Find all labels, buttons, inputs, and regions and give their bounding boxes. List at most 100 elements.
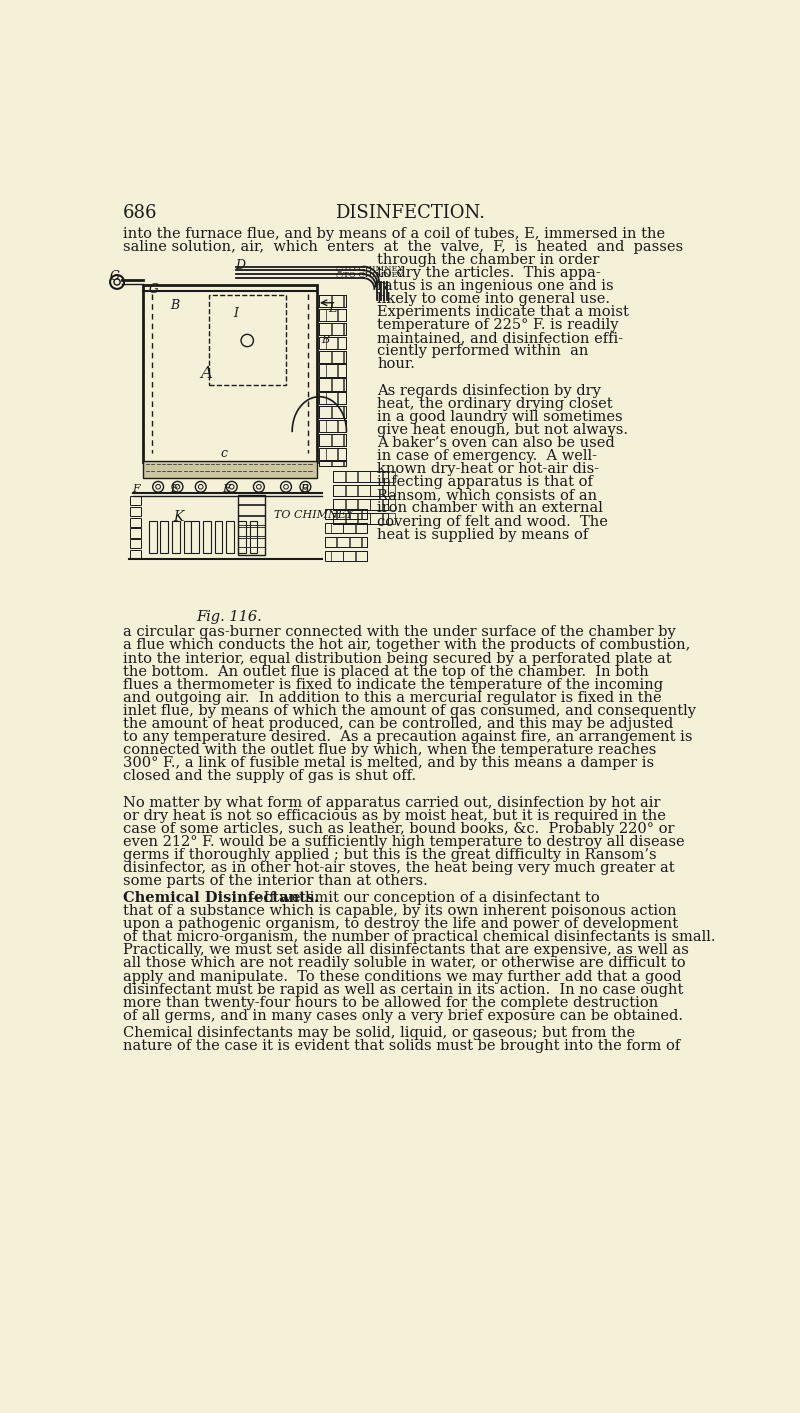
Bar <box>338 365 346 377</box>
Bar <box>130 517 141 527</box>
Bar <box>344 295 346 308</box>
Bar <box>130 528 141 537</box>
Bar <box>238 520 246 552</box>
Bar <box>319 295 331 308</box>
Text: 686: 686 <box>123 205 158 222</box>
Bar <box>325 537 367 547</box>
Text: through the chamber in order: through the chamber in order <box>378 253 600 267</box>
Text: A: A <box>201 365 213 382</box>
Bar <box>319 406 331 418</box>
Bar <box>319 379 346 390</box>
Bar <box>331 551 342 561</box>
Bar <box>319 406 346 418</box>
Bar <box>319 391 346 404</box>
Bar <box>332 379 343 390</box>
Bar <box>130 496 141 506</box>
Bar <box>346 513 358 524</box>
Bar <box>319 448 346 459</box>
Text: Ransom, which consists of an: Ransom, which consists of an <box>378 489 598 503</box>
Text: case of some articles, such as leather, bound books, &c.  Probably 220° or: case of some articles, such as leather, … <box>123 822 674 835</box>
Bar <box>346 499 358 510</box>
Text: ○TO CHIMNEY: ○TO CHIMNEY <box>336 271 404 280</box>
Bar <box>149 520 157 552</box>
Bar <box>332 350 343 363</box>
Bar <box>319 322 346 335</box>
Bar <box>319 420 346 432</box>
Bar <box>334 485 387 496</box>
Text: B: B <box>170 300 179 312</box>
Bar <box>332 322 343 335</box>
Bar <box>383 513 394 524</box>
Bar <box>362 537 367 547</box>
Text: closed and the supply of gas is shut off.: closed and the supply of gas is shut off… <box>123 770 416 783</box>
Text: some parts of the interior than at others.: some parts of the interior than at other… <box>123 875 428 889</box>
Bar <box>334 513 387 524</box>
Text: covering of felt and wood.  The: covering of felt and wood. The <box>378 514 608 528</box>
Text: in a good laundry will sometimes: in a good laundry will sometimes <box>378 410 623 424</box>
Bar <box>362 509 367 519</box>
Text: B: B <box>300 483 308 493</box>
Bar <box>326 448 337 459</box>
Text: of that micro-organism, the number of practical chemical disinfectants is small.: of that micro-organism, the number of pr… <box>123 930 716 944</box>
Text: inlet flue, by means of which the amount of gas consumed, and consequently: inlet flue, by means of which the amount… <box>123 704 696 718</box>
Bar <box>358 499 370 510</box>
Text: Experiments indicate that a moist: Experiments indicate that a moist <box>378 305 630 319</box>
Text: in case of emergency.  A well-: in case of emergency. A well- <box>378 449 598 463</box>
Bar <box>326 420 337 432</box>
Bar <box>319 309 346 321</box>
Bar <box>130 540 141 548</box>
Text: Chemical Disinfectants.: Chemical Disinfectants. <box>123 892 319 906</box>
Text: E: E <box>170 483 178 493</box>
Bar <box>346 472 358 482</box>
Text: saline solution, air,  which  enters  at  the  valve,  F,  is  heated  and  pass: saline solution, air, which enters at th… <box>123 240 683 254</box>
Bar <box>370 499 382 510</box>
Bar <box>334 499 345 510</box>
Bar <box>319 350 346 363</box>
Bar <box>337 537 349 547</box>
Text: disinfectant must be rapid as well as certain in its action.  In no case ought: disinfectant must be rapid as well as ce… <box>123 982 684 996</box>
Bar <box>319 295 346 308</box>
Text: D: D <box>236 259 246 271</box>
Bar <box>325 509 336 519</box>
Text: all those which are not readily soluble in water, or otherwise are difficult to: all those which are not readily soluble … <box>123 957 686 971</box>
Bar <box>383 485 394 496</box>
Text: ○TO CHIMNEY: ○TO CHIMNEY <box>336 266 404 273</box>
Bar <box>325 537 336 547</box>
Text: 300° F., a link of fusible metal is melted, and by this means a damper is: 300° F., a link of fusible metal is melt… <box>123 756 654 770</box>
Bar <box>238 495 265 555</box>
Text: flues a thermometer is fixed to indicate the temperature of the incoming: flues a thermometer is fixed to indicate… <box>123 678 663 692</box>
Bar <box>226 520 234 552</box>
Bar <box>331 523 342 533</box>
Bar <box>161 520 168 552</box>
Bar <box>383 472 394 482</box>
Text: nature of the case it is evident that solids must be brought into the form of: nature of the case it is evident that so… <box>123 1039 681 1053</box>
Bar <box>343 523 355 533</box>
Bar <box>350 537 361 547</box>
Text: a flue which conducts the hot air, together with the products of combustion,: a flue which conducts the hot air, toget… <box>123 639 690 653</box>
Text: E: E <box>222 483 230 493</box>
Bar <box>338 309 346 321</box>
Text: of all germs, and in many cases only a very brief exposure can be obtained.: of all germs, and in many cases only a v… <box>123 1009 683 1023</box>
Bar <box>326 365 337 377</box>
Text: heat is supplied by means of: heat is supplied by means of <box>378 527 589 541</box>
Bar <box>334 499 387 510</box>
Text: ciently performed within  an: ciently performed within an <box>378 345 589 359</box>
Bar <box>356 551 367 561</box>
Bar <box>338 448 346 459</box>
Bar <box>338 420 346 432</box>
Text: Practically, we must set aside all disinfectants that are expensive, as well as: Practically, we must set aside all disin… <box>123 944 689 958</box>
Bar <box>319 462 331 466</box>
Text: that of a substance which is capable, by its own inherent poisonous action: that of a substance which is capable, by… <box>123 904 677 918</box>
Text: disinfector, as in other hot-air stoves, the heat being very much greater at: disinfector, as in other hot-air stoves,… <box>123 861 675 875</box>
Text: infecting apparatus is that of: infecting apparatus is that of <box>378 475 594 489</box>
Text: —If we limit our conception of a disinfectant to: —If we limit our conception of a disinfe… <box>249 892 599 906</box>
Bar <box>334 513 345 524</box>
Bar <box>370 472 382 482</box>
Bar <box>238 537 265 547</box>
Text: K: K <box>174 510 184 524</box>
Text: connected with the outlet flue by which, when the temperature reaches: connected with the outlet flue by which,… <box>123 743 657 757</box>
Text: A baker’s oven can also be used: A baker’s oven can also be used <box>378 437 615 449</box>
Bar <box>332 434 343 447</box>
Text: temperature of 225° F. is readily: temperature of 225° F. is readily <box>378 318 619 332</box>
Bar <box>350 509 361 519</box>
